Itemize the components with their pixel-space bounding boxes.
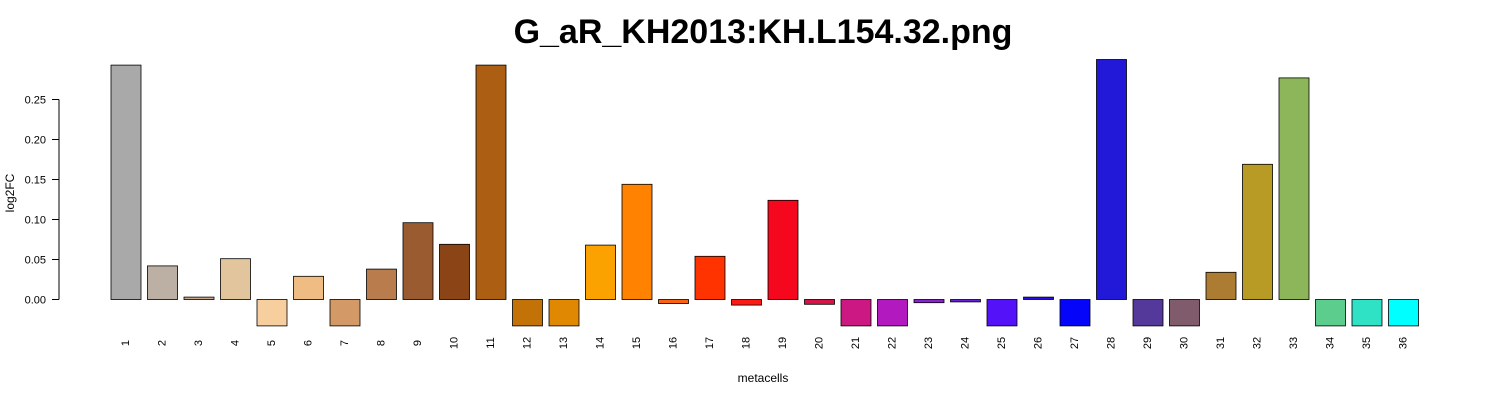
x-tick-label: 7 (339, 340, 351, 346)
y-axis: 0.00 0.05 0.10 0.15 0.20 0.25 (25, 95, 60, 307)
x-axis-label: metacells (738, 371, 789, 385)
bar-7 (329, 299, 361, 327)
bar-34 (1315, 299, 1346, 327)
chart-title: G_aR_KH2013:KH.L154.32.png (514, 13, 1013, 51)
x-tick-label: 22 (886, 337, 898, 349)
bars-group (110, 59, 1419, 327)
x-tick-label: 24 (959, 337, 971, 349)
x-tick-labels: 1 2 3 4 5 6 7 8 9 10 11 12 13 14 15 16 17 18 19 20 21 22 23 24 2… (120, 337, 1410, 349)
bar-2 (147, 265, 178, 300)
bar-3 (183, 296, 215, 300)
y-axis-label: log2FC (3, 173, 17, 212)
x-tick-label: 30 (1178, 337, 1190, 349)
x-tick-label: 12 (521, 337, 533, 349)
x-tick-label: 15 (631, 337, 643, 349)
bar-27 (1059, 299, 1091, 327)
y-tick-label: 0.20 (25, 135, 46, 147)
x-tick-label: 26 (1032, 337, 1044, 349)
y-tick-label: 0.10 (25, 215, 46, 227)
y-tick-label: 0.25 (25, 95, 46, 107)
y-tick-label: 0.00 (25, 295, 46, 307)
bar-8 (366, 268, 397, 300)
x-tick-label: 27 (1069, 337, 1081, 349)
bar-14 (585, 244, 616, 300)
x-tick-label: 14 (594, 337, 606, 349)
x-tick-label: 17 (704, 337, 716, 349)
bar-26 (1023, 296, 1054, 300)
bar-30 (1169, 299, 1200, 327)
bar-4 (220, 258, 251, 300)
bar-33 (1278, 77, 1310, 300)
bar-28 (1096, 59, 1127, 300)
bar-23 (913, 299, 945, 304)
x-tick-label: 23 (923, 337, 935, 349)
x-tick-label: 10 (448, 337, 460, 349)
bar-35 (1351, 299, 1383, 327)
bar-17 (694, 255, 726, 300)
bar-21 (840, 299, 872, 327)
bar-11 (475, 64, 507, 300)
bar-6 (293, 275, 324, 300)
x-tick-label: 25 (996, 337, 1008, 349)
bar-13 (548, 299, 580, 327)
x-tick-label: 28 (1105, 337, 1117, 349)
bar-29 (1132, 299, 1164, 327)
x-tick-label: 11 (485, 337, 497, 348)
x-tick-label: 4 (229, 340, 241, 346)
bar-20 (804, 299, 835, 305)
x-tick-label: 36 (1397, 337, 1409, 349)
x-tick-label: 35 (1361, 337, 1373, 349)
bar-24 (950, 299, 981, 303)
bar-36 (1388, 299, 1419, 327)
x-tick-label: 2 (156, 340, 168, 346)
x-tick-label: 21 (850, 337, 862, 349)
bar-25 (986, 299, 1018, 327)
bar-9 (402, 222, 434, 300)
x-tick-label: 3 (193, 340, 205, 346)
bar-18 (731, 299, 762, 306)
x-tick-label: 9 (412, 340, 424, 346)
x-tick-label: 6 (302, 340, 314, 346)
x-tick-label: 16 (667, 337, 679, 349)
bar-22 (877, 299, 908, 327)
x-tick-label: 1 (120, 340, 132, 346)
bar-10 (439, 243, 470, 300)
x-tick-label: 29 (1142, 337, 1154, 349)
x-tick-label: 13 (558, 337, 570, 349)
x-tick-label: 32 (1251, 337, 1263, 349)
x-tick-label: 31 (1215, 337, 1227, 349)
bar-5 (256, 299, 288, 327)
bar-31 (1205, 271, 1237, 300)
bar-32 (1242, 163, 1273, 300)
bar-12 (512, 299, 543, 327)
x-tick-label: 34 (1324, 337, 1336, 349)
x-tick-label: 5 (266, 340, 278, 346)
bar-19 (767, 199, 799, 300)
x-tick-label: 20 (813, 337, 825, 349)
y-tick-label: 0.15 (25, 175, 46, 187)
y-tick-label: 0.05 (25, 255, 46, 267)
x-tick-label: 8 (375, 340, 387, 346)
bar-1 (110, 64, 142, 300)
x-tick-label: 18 (740, 337, 752, 349)
bar-15 (621, 183, 653, 300)
x-tick-label: 19 (777, 337, 789, 349)
x-tick-label: 33 (1288, 337, 1300, 349)
bar-16 (658, 299, 689, 304)
